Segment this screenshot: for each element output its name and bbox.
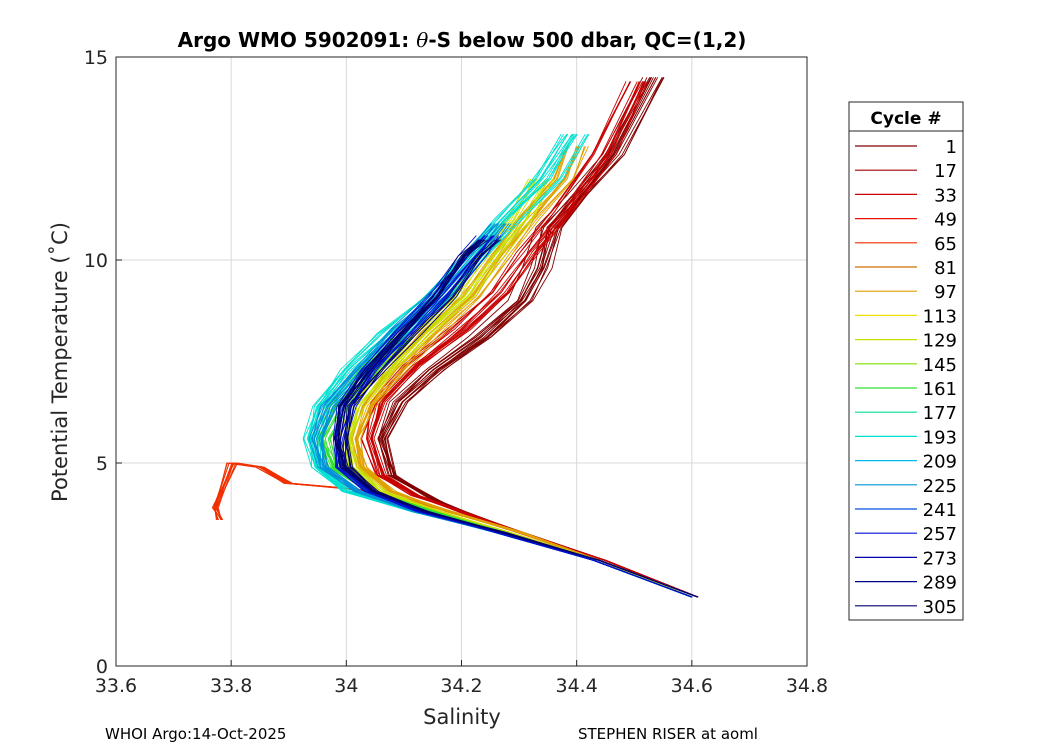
y-axis-label: Potential Temperature (˚C): [48, 222, 72, 502]
legend-label-33: 33: [934, 185, 957, 206]
profile-line-cycle-305: [337, 239, 698, 598]
legend: Cycle # 1 17 33 49 65 81 97 113 129 145 161 177 193 2…: [848, 101, 964, 621]
legend-label-289: 289: [923, 573, 957, 594]
plot-area: [211, 77, 699, 598]
x-tick-label: 34.8: [786, 675, 828, 697]
profile-line-cycle-305: [347, 239, 699, 598]
legend-label-65: 65: [934, 234, 957, 255]
legend-label-17: 17: [934, 161, 957, 182]
profile-line-cycle-257: [342, 235, 692, 598]
legend-label-273: 273: [923, 548, 957, 569]
x-tick-label: 33.6: [95, 675, 137, 697]
profile-line-cycle-257: [342, 235, 693, 598]
profile-line-cycle-1: [379, 77, 698, 598]
footer-left: WHOI Argo:14-Oct-2025: [105, 725, 287, 743]
profile-line-cycle-129: [345, 178, 692, 598]
profile-line-cycle-1: [387, 77, 698, 598]
legend-label-241: 241: [923, 500, 957, 521]
legend-label-81: 81: [934, 258, 957, 279]
legend-label-257: 257: [923, 524, 957, 545]
legend-title: Cycle #: [870, 109, 941, 129]
profile-line-cycle-257: [344, 235, 692, 598]
legend-label-193: 193: [923, 427, 957, 448]
grid-lines: [116, 57, 807, 666]
legend-label-177: 177: [923, 403, 957, 424]
profile-line-cycle-65: [213, 462, 692, 598]
y-tick-label: 5: [96, 453, 108, 475]
x-tick-label: 34.4: [556, 675, 598, 697]
legend-label-49: 49: [934, 210, 957, 231]
x-tick-label: 34: [334, 675, 358, 697]
y-tick-label: 15: [84, 47, 108, 69]
profile-line-cycle-129: [349, 178, 692, 598]
legend-label-305: 305: [923, 597, 957, 618]
x-axis-ticks: 33.6 33.8 34 34.2 34.4 34.6 34.8: [95, 660, 828, 697]
legend-label-145: 145: [923, 355, 957, 376]
footer-right: STEPHEN RISER at aoml: [578, 725, 758, 743]
legend-label-97: 97: [934, 282, 957, 303]
legend-label-209: 209: [923, 452, 957, 473]
chart-title: Argo WMO 5902091: θ-S below 500 dbar, QC…: [178, 28, 747, 52]
legend-label-129: 129: [923, 331, 957, 352]
axes-box: [115, 56, 808, 667]
profile-line-cycle-1: [380, 77, 698, 598]
profile-line-cycle-33: [373, 81, 698, 598]
profile-line-cycle-257: [339, 235, 692, 598]
legend-label-225: 225: [923, 476, 957, 497]
profile-line-cycle-305: [346, 239, 699, 598]
profile-line-cycle-305: [339, 239, 699, 598]
y-axis-ticks: 0 5 10 15: [84, 47, 122, 678]
legend-label-113: 113: [923, 306, 957, 327]
profile-line-cycle-257: [335, 235, 693, 598]
profile-line-cycle-305: [334, 239, 698, 598]
profile-line-cycle-65: [215, 462, 692, 598]
x-tick-label: 34.6: [671, 675, 713, 697]
profile-line-cycle-305: [333, 239, 699, 598]
profile-line-cycle-65: [216, 462, 693, 598]
legend-label-161: 161: [923, 379, 957, 400]
profile-line-cycle-305: [333, 239, 698, 598]
y-tick-label: 10: [84, 250, 108, 272]
profile-line-cycle-225: [308, 223, 692, 598]
profile-line-cycle-305: [335, 239, 698, 598]
profile-line-cycle-257: [339, 235, 692, 598]
x-tick-label: 34.2: [440, 675, 482, 697]
x-tick-label: 33.8: [210, 675, 252, 697]
x-axis-label: Salinity: [423, 705, 501, 729]
legend-label-1: 1: [946, 137, 957, 158]
y-tick-label: 0: [96, 656, 108, 678]
